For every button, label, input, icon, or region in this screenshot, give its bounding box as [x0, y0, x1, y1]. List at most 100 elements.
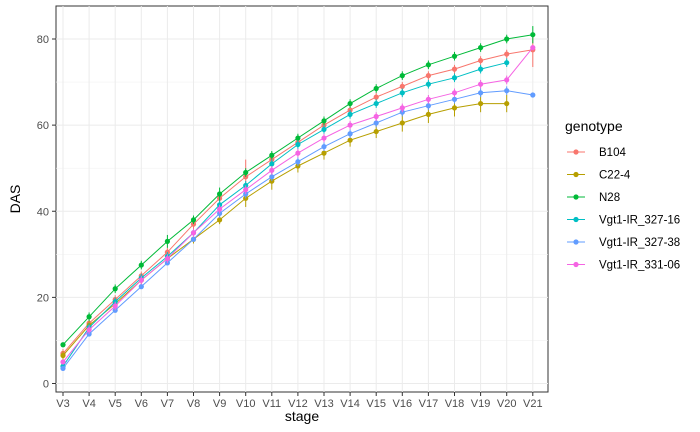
data-point — [295, 141, 301, 148]
data-point — [373, 113, 379, 120]
data-point — [347, 131, 353, 137]
legend-label: B104 — [599, 147, 626, 159]
data-point — [451, 90, 458, 96]
data-point — [425, 96, 431, 102]
data-point — [425, 73, 431, 79]
data-point — [451, 105, 458, 111]
legend-label: Vgt1-IR_327-38 — [599, 237, 680, 249]
x-tick-label: V5 — [108, 398, 121, 410]
x-tick-label: V4 — [82, 398, 95, 410]
legend-item: B104 — [567, 147, 626, 159]
data-point — [321, 118, 327, 124]
data-point — [138, 284, 144, 290]
data-point — [373, 100, 379, 107]
series-vgt1-ir-331-06 — [60, 45, 536, 365]
x-tick-label: V18 — [445, 398, 465, 410]
legend-item: N28 — [567, 192, 620, 204]
legend-item: Vgt1-IR_327-16 — [567, 215, 680, 227]
y-axis-title: DAS — [7, 185, 23, 214]
data-point — [60, 359, 66, 365]
plot-panel — [55, 5, 549, 393]
data-point — [112, 303, 118, 309]
data-point — [478, 45, 484, 51]
data-point — [217, 217, 223, 223]
data-point — [321, 126, 327, 133]
x-tick-label: V20 — [497, 398, 517, 410]
data-point — [269, 161, 275, 167]
data-point — [295, 150, 301, 156]
data-point — [347, 122, 353, 128]
legend-key-point — [573, 171, 579, 178]
y-tick-label: 0 — [43, 379, 49, 391]
data-point — [321, 150, 327, 156]
data-point — [451, 96, 458, 102]
data-point — [530, 32, 536, 38]
data-point — [86, 327, 92, 333]
data-point — [478, 57, 484, 64]
axes: 0 20 40 60 80 V3 V4 V5 V6 V7 V8 V9 V10 V11 V12 V13 V14 V1… — [37, 34, 543, 410]
data-point — [530, 45, 536, 51]
x-tick-label: V3 — [56, 398, 69, 410]
legend-key-point — [573, 216, 579, 223]
data-point — [269, 174, 275, 180]
data-point — [451, 53, 458, 59]
x-tick-label: V8 — [187, 398, 200, 410]
data-point — [399, 83, 405, 89]
data-point — [243, 169, 249, 176]
legend-item: Vgt1-IR_331-06 — [567, 260, 680, 272]
legend-title: genotype — [565, 118, 623, 134]
y-tick-label: 20 — [37, 292, 49, 304]
data-point — [399, 90, 405, 96]
data-point — [295, 135, 301, 141]
x-tick-label: V7 — [161, 398, 174, 410]
data-point — [86, 314, 92, 320]
data-point — [504, 88, 510, 94]
data-point — [321, 144, 327, 150]
data-point — [478, 90, 484, 96]
data-point — [425, 62, 431, 68]
data-point — [478, 100, 484, 107]
data-point — [399, 73, 405, 79]
data-point — [190, 230, 197, 236]
data-point — [60, 352, 66, 359]
data-point — [164, 249, 170, 255]
data-point — [530, 92, 536, 98]
data-point — [373, 120, 379, 126]
data-point — [138, 262, 144, 268]
data-point — [504, 36, 510, 42]
data-point — [504, 60, 510, 66]
x-tick-label: V19 — [471, 398, 491, 410]
x-tick-label: V12 — [288, 398, 308, 410]
series-line — [62, 62, 507, 367]
data-point — [217, 206, 223, 212]
x-tick-label: V14 — [340, 398, 360, 410]
legend-label: Vgt1-IR_331-06 — [599, 260, 680, 272]
data-point — [138, 277, 144, 283]
data-point — [60, 342, 66, 348]
data-point — [347, 100, 353, 107]
data-point — [269, 167, 275, 173]
x-tick-label: V21 — [523, 398, 543, 410]
y-tick-label: 60 — [37, 120, 49, 132]
legend-key-point — [573, 194, 579, 200]
data-point — [190, 236, 197, 242]
data-point — [269, 152, 275, 158]
x-tick-label: V17 — [419, 398, 439, 410]
x-tick-label: V16 — [393, 398, 413, 410]
x-tick-label: V15 — [366, 398, 386, 410]
data-point — [478, 66, 484, 72]
data-point — [321, 135, 327, 141]
x-tick-label: V10 — [236, 398, 256, 410]
legend-item: C22-4 — [567, 170, 631, 182]
data-point — [373, 128, 379, 135]
data-point — [451, 75, 458, 81]
x-tick-label: V9 — [213, 398, 226, 410]
data-point — [425, 103, 431, 109]
data-point — [295, 159, 301, 165]
data-point — [451, 66, 458, 72]
data-point — [425, 81, 431, 87]
data-point — [425, 111, 431, 117]
legend-key-point — [573, 261, 579, 268]
data-point — [243, 187, 249, 193]
